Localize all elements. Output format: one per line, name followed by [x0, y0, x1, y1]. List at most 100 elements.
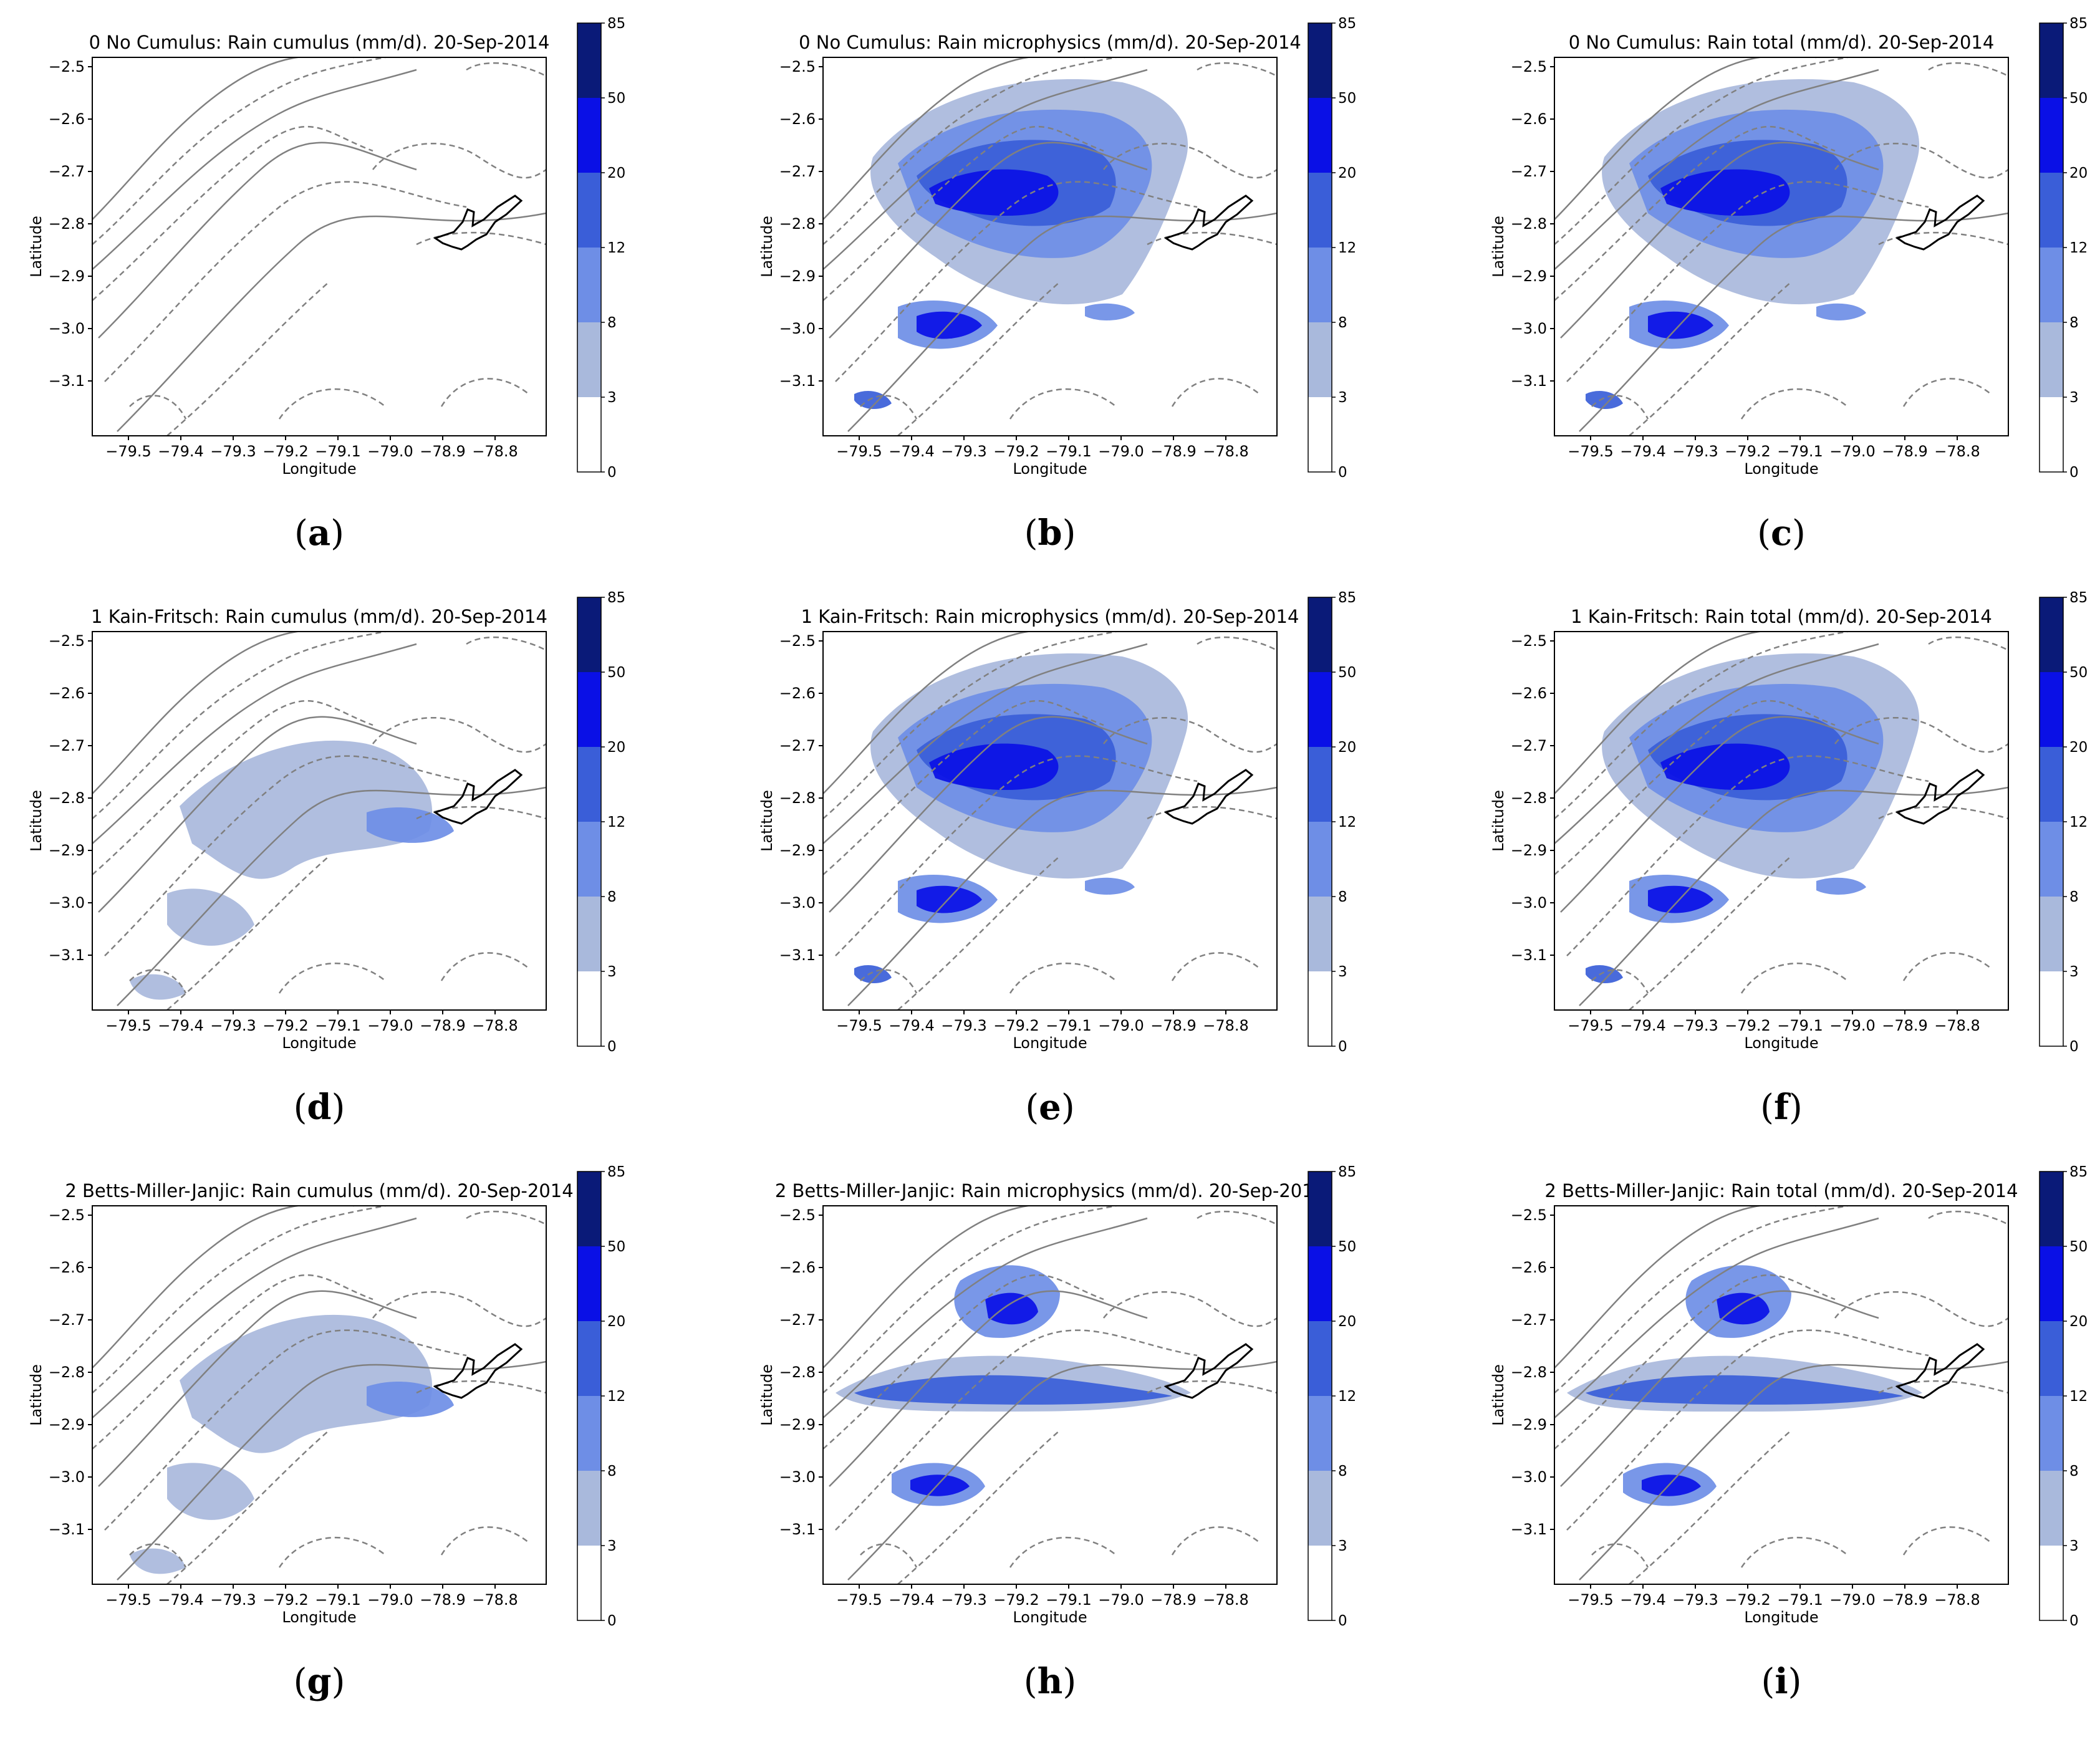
- y-tick-label: −3.1: [49, 372, 85, 390]
- colorbar-segment: [1308, 672, 1332, 747]
- map-plot-area: [822, 1205, 1278, 1585]
- elevation-contour: [1147, 231, 1277, 246]
- elevation-contour: [1629, 1430, 1792, 1584]
- rain-contour-fill: [1660, 743, 1790, 791]
- x-tick-label: −79.2: [993, 1591, 1039, 1609]
- y-tick-label: −2.9: [779, 1416, 816, 1433]
- y-tick-label: −3.0: [49, 1468, 85, 1486]
- y-tick-label: −2.7: [49, 737, 85, 754]
- elevation-contour: [92, 632, 386, 819]
- rain-contour-fill: [1586, 1375, 1904, 1405]
- colorbar-tick-label: 20: [607, 1314, 625, 1330]
- elevation-contour: [1579, 212, 2008, 432]
- y-tick-label: −3.1: [1511, 1521, 1547, 1538]
- colorbar-segment: [2040, 1546, 2063, 1620]
- x-tick-label: −79.3: [941, 1017, 987, 1034]
- colorbar-segment: [577, 322, 601, 397]
- basin-outline: [1895, 769, 1985, 825]
- colorbar-tick-label: 8: [2069, 1463, 2079, 1480]
- x-axis-label: Longitude: [1013, 1609, 1087, 1626]
- y-tick-label: −2.5: [1511, 1206, 1547, 1224]
- elevation-contour: [1103, 716, 1277, 753]
- x-tick-label: −79.5: [836, 1017, 882, 1034]
- y-tick-label: −2.9: [779, 267, 816, 285]
- elevation-contour: [835, 755, 1198, 956]
- rain-contour-fill: [910, 1475, 970, 1496]
- x-tick-label: −79.2: [262, 1017, 309, 1034]
- x-tick-label: −79.1: [1046, 443, 1092, 460]
- elevation-contour: [1878, 806, 2008, 820]
- colorbar-tick-label: 12: [607, 240, 625, 256]
- colorbar-tick-label: 8: [2069, 315, 2079, 331]
- y-tick-label: −3.1: [1511, 372, 1547, 390]
- colorbar: 85 50 20 12 8 3 0: [1308, 590, 1356, 1055]
- panel-a: 0 No Cumulus: Rain cumulus (mm/d). 20-Se…: [27, 16, 625, 554]
- y-tick-label: −2.6: [49, 1259, 85, 1276]
- colorbar-tick-label: 85: [2069, 590, 2088, 606]
- basin-outline: [433, 195, 523, 251]
- x-axis-label: Longitude: [282, 1609, 356, 1626]
- colorbar-tick-label: 0: [1338, 464, 1347, 481]
- colorbar-tick-label: 8: [1338, 315, 1347, 331]
- rain-contour-fill: [985, 1292, 1038, 1325]
- colorbar-segment: [577, 897, 601, 971]
- colorbar-tick-label: 0: [1338, 1613, 1347, 1629]
- x-tick-label: −78.8: [1203, 443, 1249, 460]
- elevation-contour: [117, 1360, 546, 1581]
- elevation-contour: [129, 1543, 187, 1568]
- panel-title: 1 Kain-Fritsch: Rain total (mm/d). 20-Se…: [1571, 606, 1992, 627]
- y-tick-label: −2.7: [49, 163, 85, 180]
- elevation-contour: [823, 632, 1117, 819]
- x-tick-label: −79.0: [1829, 1591, 1876, 1609]
- panel-title: 2 Betts-Miller-Janjic: Rain microphysics…: [775, 1180, 1325, 1201]
- x-tick-label: −78.9: [420, 1017, 466, 1034]
- x-tick-label: −79.5: [105, 1591, 152, 1609]
- elevation-contour: [1902, 952, 1992, 981]
- map-plot-area: [1554, 1205, 2009, 1585]
- elevation-contour: [823, 1206, 1085, 1369]
- colorbar-tick-label: 0: [2069, 1613, 2079, 1629]
- colorbar-tick-label: 3: [2069, 964, 2079, 980]
- x-tick-label: −79.5: [105, 1017, 152, 1034]
- colorbar-segment: [1308, 971, 1332, 1046]
- panel-b: 0 No Cumulus: Rain microphysics (mm/d). …: [758, 16, 1356, 554]
- elevation-contour: [1103, 142, 1277, 179]
- x-tick-label: −79.3: [941, 443, 987, 460]
- y-tick-label: −2.7: [1511, 1311, 1547, 1329]
- elevation-contour: [129, 395, 187, 420]
- y-tick-label: −3.0: [1511, 1468, 1547, 1486]
- rain-contour-fill: [180, 740, 433, 879]
- panel-title: 2 Betts-Miller-Janjic: Rain cumulus (mm/…: [65, 1180, 573, 1201]
- elevation-contour: [1902, 1526, 1992, 1556]
- y-tick-label: −3.1: [779, 946, 816, 964]
- x-tick-label: −79.4: [889, 443, 935, 460]
- elevation-contour: [1560, 142, 1879, 339]
- map-plot-area: [822, 57, 1278, 436]
- elevation-contour: [416, 1380, 546, 1394]
- rain-contour-fill: [1642, 1475, 1701, 1496]
- panel-title: 2 Betts-Miller-Janjic: Rain total (mm/d)…: [1544, 1180, 2018, 1201]
- x-tick-label: −79.1: [315, 443, 361, 460]
- y-tick-label: −2.5: [49, 632, 85, 650]
- elevation-contour: [92, 57, 354, 220]
- x-tick-label: −79.5: [1568, 1591, 1614, 1609]
- y-tick-label: −2.8: [1511, 215, 1547, 233]
- colorbar-tick-label: 3: [2069, 390, 2079, 406]
- colorbar-tick-label: 12: [1338, 814, 1356, 830]
- map-plot-area: [92, 1205, 547, 1585]
- rain-contour-fill: [917, 311, 982, 339]
- y-tick-label: −2.5: [49, 58, 85, 75]
- colorbar-segment: [1308, 1546, 1332, 1620]
- x-tick-label: −78.8: [472, 1017, 518, 1034]
- x-tick-label: −78.9: [420, 1591, 466, 1609]
- y-tick-label: −2.7: [49, 1311, 85, 1329]
- elevation-contour: [829, 142, 1148, 339]
- colorbar-tick-label: 0: [607, 1613, 617, 1629]
- y-tick-label: −2.8: [49, 215, 85, 233]
- colorbar-tick-label: 3: [607, 1538, 617, 1554]
- panel-title: 0 No Cumulus: Rain microphysics (mm/d). …: [799, 32, 1301, 53]
- colorbar-segment: [1308, 1471, 1332, 1546]
- colorbar-tick-label: 0: [607, 1039, 617, 1055]
- colorbar-segment: [2040, 672, 2063, 747]
- elevation-contour: [1560, 1290, 1879, 1487]
